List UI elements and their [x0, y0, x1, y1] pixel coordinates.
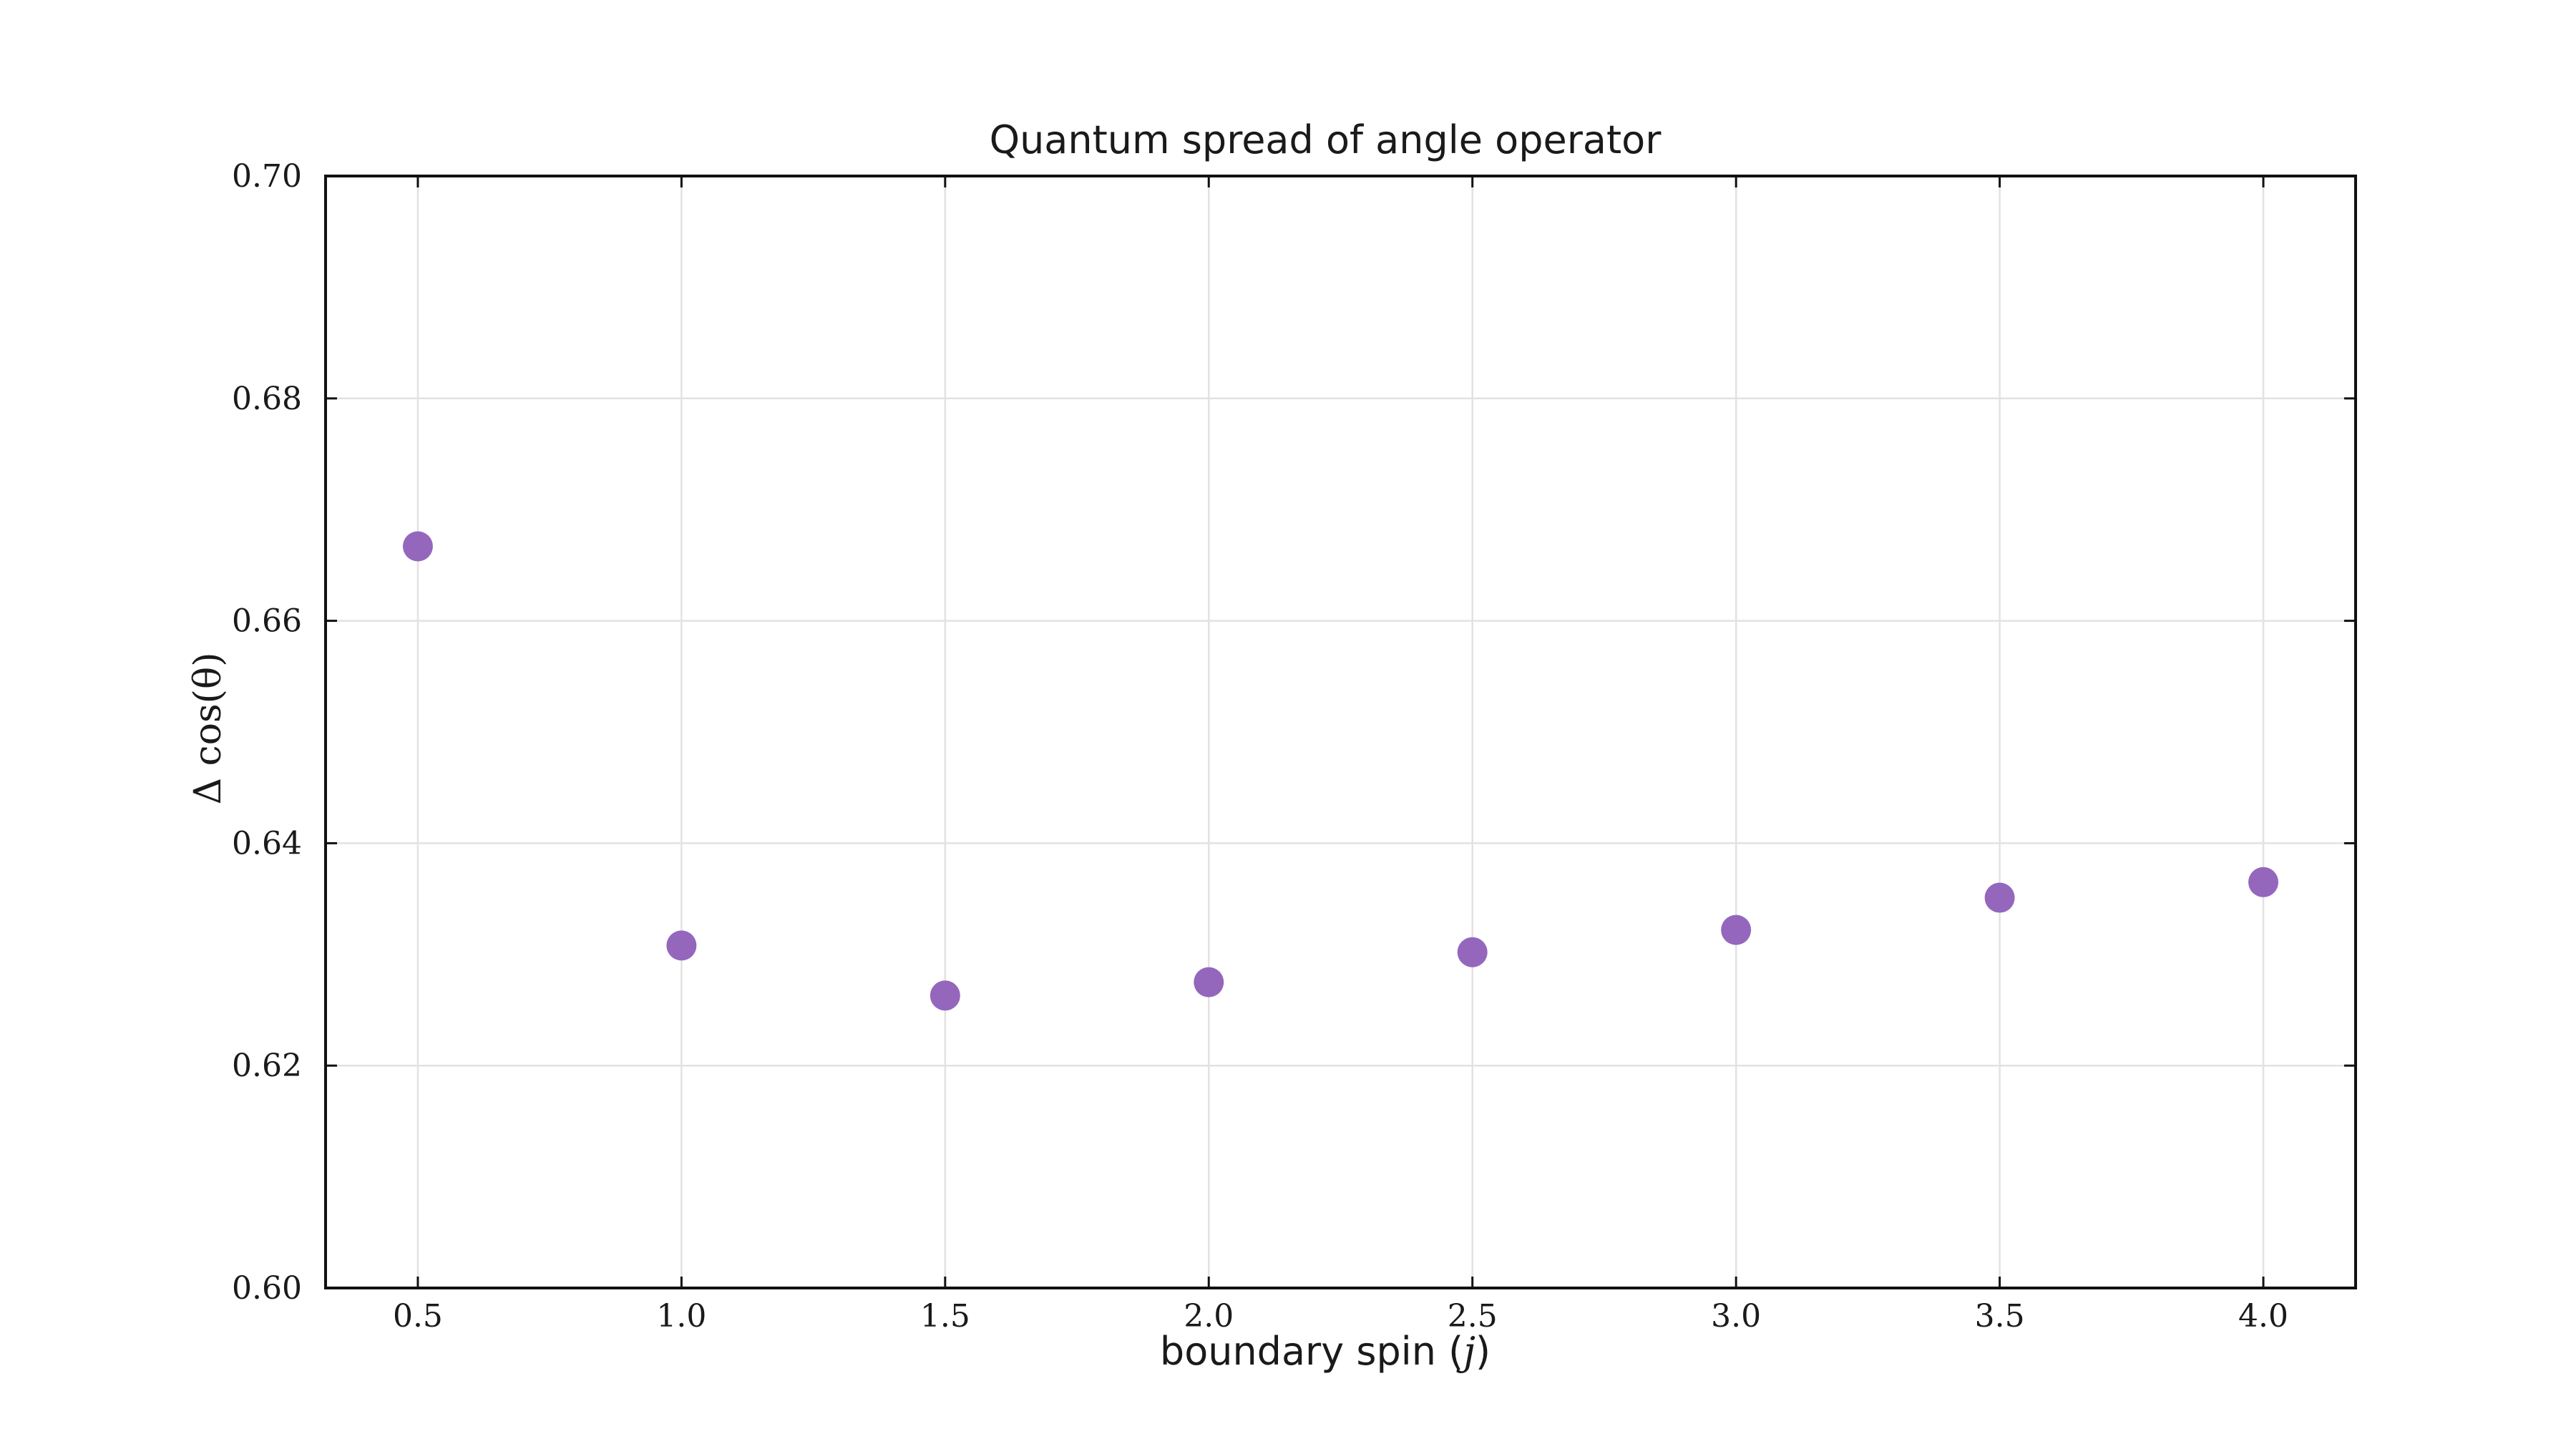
y-tick-label: 0.66: [232, 603, 302, 640]
x-tick-label: 1.0: [656, 1298, 706, 1335]
y-tick-label: 0.62: [232, 1048, 302, 1084]
data-point: [1457, 937, 1488, 967]
data-point: [1984, 882, 2015, 913]
x-tick-label: 3.0: [1711, 1298, 1761, 1335]
x-axis-label-close: ): [1475, 1329, 1491, 1374]
x-tick-label: 2.0: [1184, 1298, 1234, 1335]
data-point: [1194, 967, 1224, 997]
data-point: [402, 531, 433, 562]
grid-lines: [326, 176, 2356, 1288]
y-tick-labels: 0.60 0.62 0.64 0.66 0.68 0.70: [232, 158, 302, 1307]
data-point: [930, 980, 960, 1011]
x-tick-label: 2.5: [1448, 1298, 1498, 1335]
plot-area-frame: [324, 175, 2357, 1289]
y-tick-label: 0.60: [232, 1270, 302, 1307]
y-axis-label: Δ cos(θ): [187, 652, 230, 804]
y-tick-label: 0.64: [232, 825, 302, 862]
x-axis-label: boundary spin (j): [1160, 1329, 1491, 1374]
x-tick-labels: 0.5 1.0 1.5 2.0 2.5 3.0 3.5 4.0: [393, 1298, 2288, 1335]
y-tick-label: 0.70: [232, 158, 302, 195]
chart-title: Quantum spread of angle operator: [990, 117, 1662, 162]
data-point: [2248, 867, 2279, 897]
data-point: [666, 930, 697, 961]
x-tick-label: 1.5: [920, 1298, 970, 1335]
x-tick-label: 0.5: [393, 1298, 443, 1335]
tick-marks: [326, 175, 2356, 1289]
y-tick-label: 0.68: [232, 381, 302, 417]
data-points: [402, 531, 2279, 1011]
x-axis-label-text: boundary spin (: [1160, 1329, 1463, 1374]
x-tick-label: 4.0: [2238, 1298, 2288, 1335]
data-point: [1721, 914, 1752, 945]
x-tick-label: 3.5: [1975, 1298, 2025, 1335]
